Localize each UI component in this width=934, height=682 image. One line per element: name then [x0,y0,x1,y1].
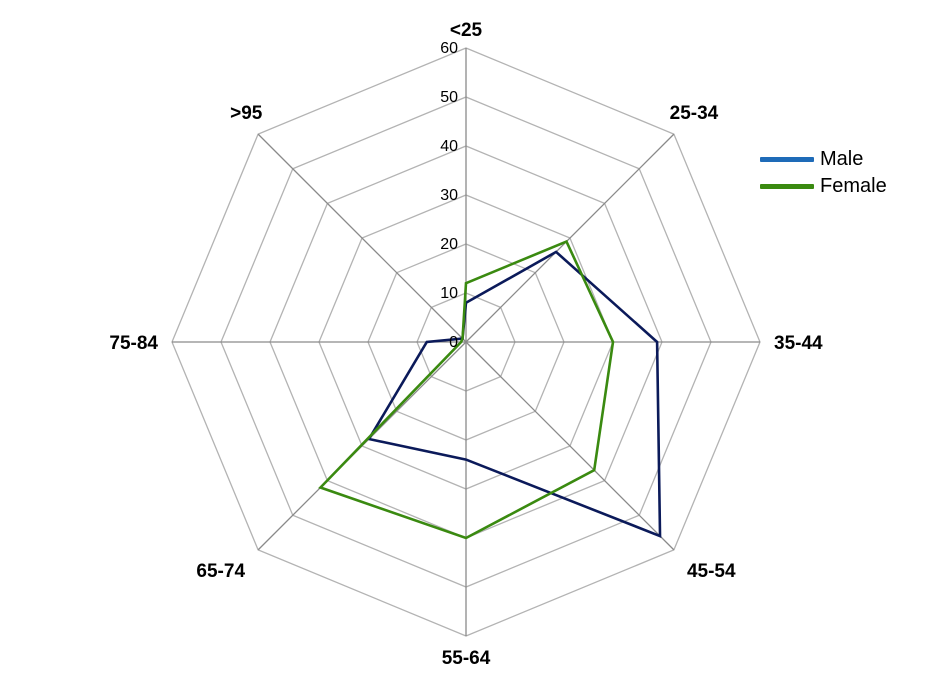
radar-series [318,239,662,540]
tick-label: 60 [440,40,458,57]
tick-label: 20 [440,236,458,253]
category-label: 45-54 [687,561,736,582]
category-label: 75-84 [109,333,158,354]
category-label: 35-44 [774,333,823,354]
tick-label: 0 [449,334,458,351]
category-label: <25 [450,20,483,41]
series-line-male [366,250,662,538]
category-label: 65-74 [196,561,245,582]
series-line-female [318,239,615,540]
tick-label: 10 [440,285,458,302]
legend-swatch-female [760,184,814,189]
category-label: 25-34 [670,103,719,124]
tick-label: 50 [440,89,458,106]
axis-spoke [257,133,467,343]
category-label: >95 [230,103,263,124]
legend-label-male: Male [820,148,864,170]
axis-spoke [465,341,675,551]
legend-item-male: Male [760,146,887,173]
legend: Male Female [760,146,887,200]
tick-label: 40 [440,138,458,155]
category-labels: <25 25-34 35-44 45-54 55-64 65-74 75-84 >95 [109,20,823,669]
legend-swatch-male [760,157,814,162]
axis-spoke [465,133,675,343]
tick-label: 30 [440,187,458,204]
radial-tick-labels: 0 10 20 30 40 50 60 [440,40,458,351]
category-label: 55-64 [442,648,491,669]
legend-label-female: Female [820,175,887,197]
legend-item-female: Female [760,173,887,200]
radar-grid [171,47,761,637]
